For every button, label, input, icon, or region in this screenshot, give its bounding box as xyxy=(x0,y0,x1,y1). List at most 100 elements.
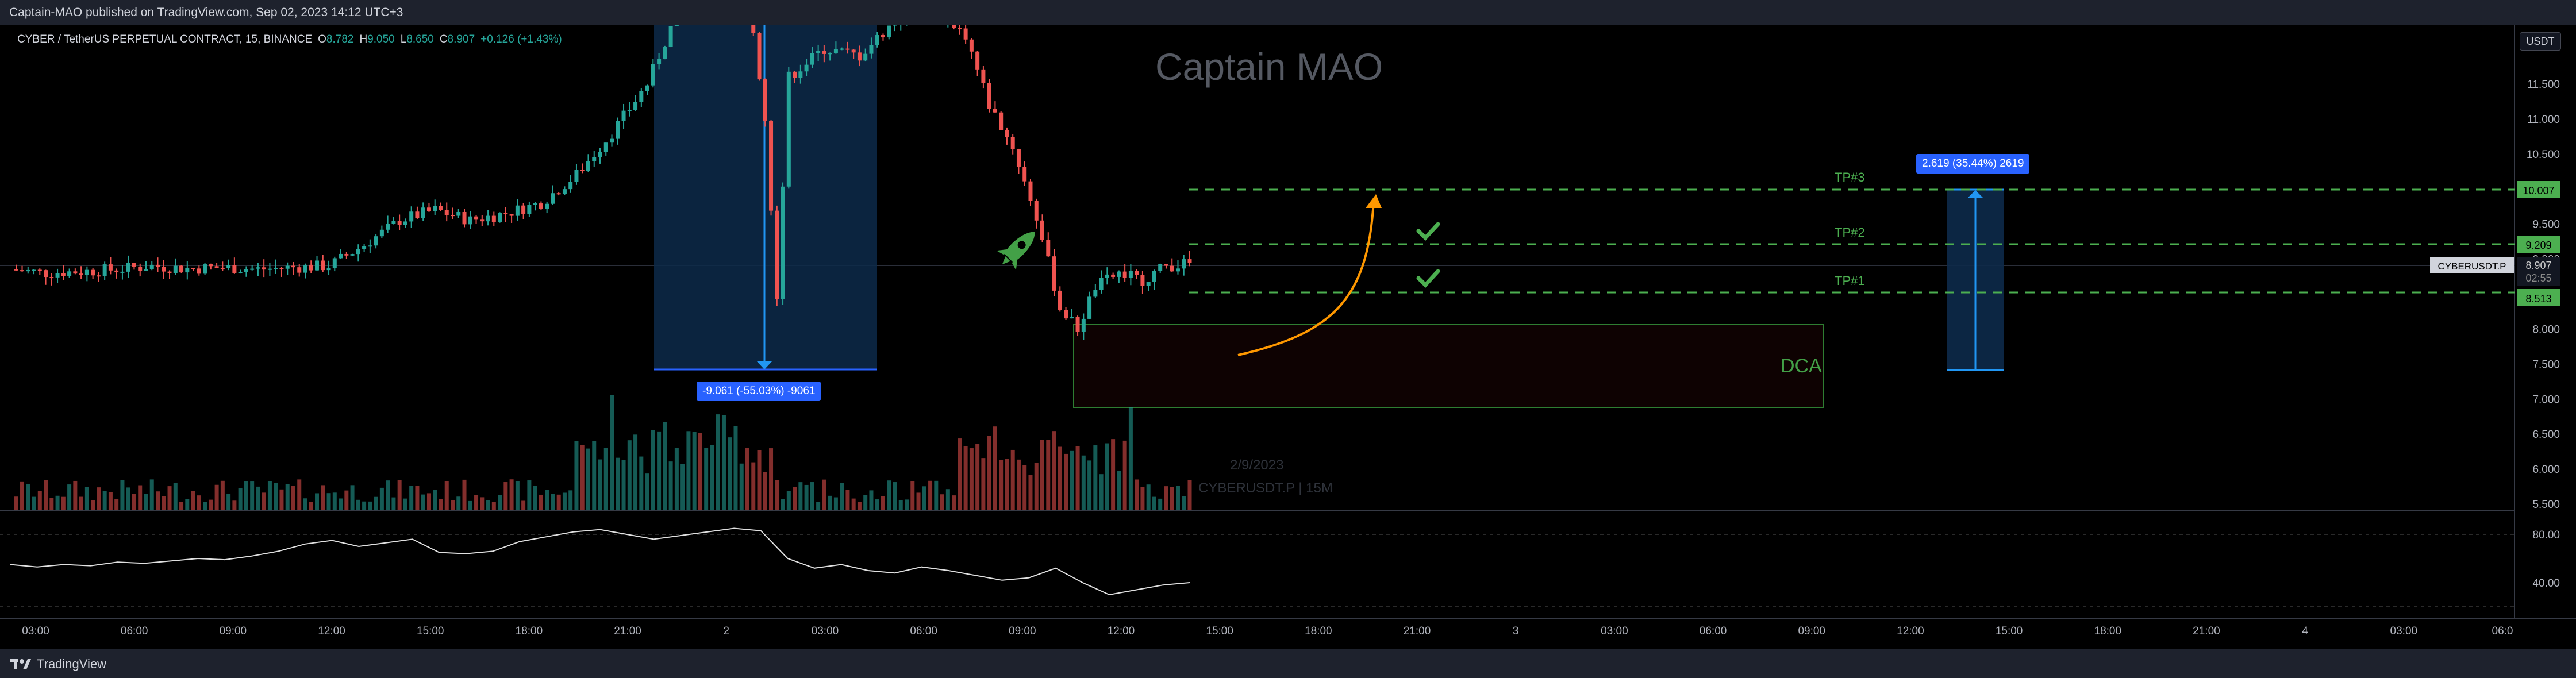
candle-body xyxy=(639,91,644,102)
date-watermark: 2/9/2023 xyxy=(1230,457,1284,473)
tp3-price-badge xyxy=(2517,181,2560,198)
candle-body xyxy=(568,182,573,190)
candle-body xyxy=(1105,274,1109,278)
candle-body xyxy=(114,270,119,273)
time-tick-label: 09:00 xyxy=(1009,625,1036,637)
volume-bar xyxy=(698,433,702,510)
candle-body xyxy=(1146,282,1151,286)
candle-body xyxy=(963,28,968,40)
projection-arrow[interactable] xyxy=(1237,201,1375,356)
drop-measure-arrowhead xyxy=(756,361,772,369)
candle-body xyxy=(156,264,160,267)
currency-button[interactable]: USDT xyxy=(2520,32,2561,51)
volume-bar xyxy=(84,487,89,510)
price-tick-label: 5.500 xyxy=(2532,499,2560,511)
candle-body xyxy=(244,269,248,272)
rsi-tick-label: 80.00 xyxy=(2532,529,2560,541)
volume-bars xyxy=(14,395,1192,510)
time-tick-label: 15:00 xyxy=(417,625,444,637)
candle-body xyxy=(1175,268,1180,272)
volume-bar xyxy=(79,496,83,510)
candle-body xyxy=(775,210,779,299)
candle-body xyxy=(515,205,520,216)
candle-body xyxy=(214,266,219,268)
candle-body xyxy=(893,25,897,26)
candle-body xyxy=(993,109,997,113)
footer-bar: TradingView xyxy=(0,649,2576,678)
candle-body xyxy=(250,268,255,270)
time-axis[interactable]: 03:00 06:00 09:00 12:00 15:00 18:00 21:00 2 03:0… xyxy=(22,625,2513,637)
volume-bar xyxy=(267,481,272,510)
rise-measure-label[interactable]: 2.619 (35.44%) 2619 xyxy=(1916,154,2030,174)
tradingview-logo[interactable]: TradingView xyxy=(10,657,106,672)
candle-body xyxy=(433,206,437,211)
volume-bar xyxy=(952,495,956,510)
volume-bar xyxy=(1122,440,1127,510)
candle-body xyxy=(291,265,295,268)
time-tick-label: 15:00 xyxy=(1206,625,1233,637)
volume-bar xyxy=(73,480,78,510)
volume-bar xyxy=(356,499,360,510)
candle-body xyxy=(1135,271,1139,275)
volume-bar xyxy=(969,448,974,510)
candle-body xyxy=(1070,317,1074,319)
candle-body xyxy=(32,269,36,271)
volume-bar xyxy=(627,440,632,510)
dca-zone[interactable] xyxy=(1073,324,1824,408)
dca-label: DCA xyxy=(1781,355,1822,377)
volume-bar xyxy=(898,500,903,510)
price-tick-label: 6.500 xyxy=(2532,429,2560,441)
rsi-axis[interactable]: 80.00 40.00 xyxy=(2532,529,2560,590)
drop-measure-label[interactable]: -9.061 (-55.03%) -9061 xyxy=(697,382,821,401)
volume-bar xyxy=(426,493,431,510)
volume-bar xyxy=(250,481,255,510)
candle-body xyxy=(120,271,125,273)
candle-body xyxy=(1034,201,1039,221)
candle-body xyxy=(1022,167,1027,182)
volume-bar xyxy=(728,437,732,510)
price-tick-label: 11.500 xyxy=(2527,79,2560,91)
volume-bar xyxy=(1070,450,1074,510)
candle-body xyxy=(763,79,767,121)
legend-symbol[interactable]: CYBER / TetherUS PERPETUAL CONTRACT, 15,… xyxy=(17,33,313,45)
price-tick-label: 8.000 xyxy=(2532,323,2560,336)
volume-bar xyxy=(386,480,390,510)
volume-bar xyxy=(339,498,343,510)
volume-bar xyxy=(344,490,349,510)
volume-bar xyxy=(610,395,614,510)
volume-bar xyxy=(975,444,980,510)
symbol-watermark: CYBERUSDT.P | 15M xyxy=(1198,480,1333,496)
candle-body xyxy=(309,264,313,271)
high-label: H xyxy=(359,33,368,45)
volume-bar xyxy=(987,436,991,510)
candle-body xyxy=(1087,296,1092,319)
close-value: 8.907 xyxy=(447,33,475,45)
volume-bar xyxy=(1040,440,1044,510)
candle-body xyxy=(969,39,974,52)
volume-bar xyxy=(840,483,844,510)
candle-body xyxy=(73,271,78,274)
volume-bar xyxy=(291,486,295,510)
price-chart[interactable]: DCA TP#3 TP#2 TP#1 11.500 11.000 10.500 10.… xyxy=(0,25,2576,649)
volume-bar xyxy=(379,487,384,510)
candle-body xyxy=(845,48,850,50)
volume-bar xyxy=(91,500,95,510)
volume-bar xyxy=(781,499,785,510)
volume-bar xyxy=(1087,460,1092,510)
candle-body xyxy=(586,161,590,171)
candle-body xyxy=(503,213,508,214)
time-tick-label: 12:00 xyxy=(1897,625,1924,637)
volume-bar xyxy=(668,461,673,510)
volume-bar xyxy=(1046,440,1051,510)
volume-bar xyxy=(621,460,626,510)
volume-bar xyxy=(156,491,160,510)
open-label: O xyxy=(318,33,326,45)
volume-bar xyxy=(1093,445,1098,510)
candle-body xyxy=(1117,271,1121,277)
volume-bar xyxy=(633,434,638,510)
volume-bar xyxy=(1005,459,1009,510)
open-value: 8.782 xyxy=(326,33,354,45)
candles[interactable] xyxy=(14,25,1192,340)
drop-measure-box[interactable] xyxy=(654,25,877,370)
tp2-price: 9.209 xyxy=(2525,240,2551,251)
